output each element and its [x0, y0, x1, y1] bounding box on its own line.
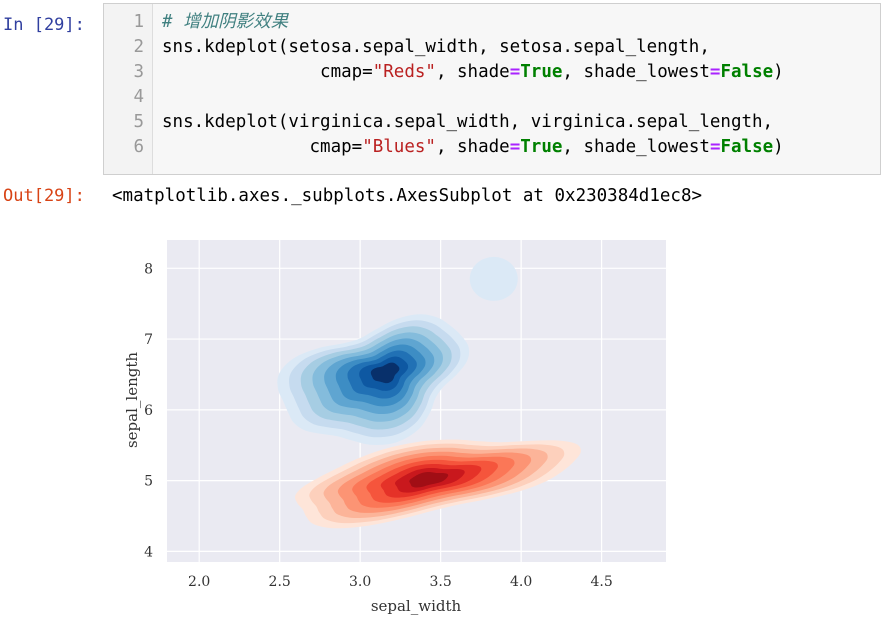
kde-contour-level: [409, 471, 449, 488]
code-text: # 增加阴影效果: [162, 12, 289, 32]
x-tick-label: 2.5: [269, 574, 291, 590]
line-number: 3: [133, 62, 144, 82]
line-number: 2: [133, 37, 144, 57]
code-text: sns.kdeplot(virginica.sepal_width, virgi…: [162, 112, 774, 132]
x-tick-label: 2.0: [188, 574, 210, 590]
kde-contour-level: [370, 362, 400, 384]
x-axis-label: sepal_width: [371, 597, 462, 615]
output-text: <matplotlib.axes._subplots.AxesSubplot a…: [112, 186, 703, 206]
grid-lines: [167, 240, 666, 562]
output-prompt: Out[29]:: [3, 186, 85, 206]
x-tick-label: 3.5: [430, 574, 452, 590]
y-tick-label: 7: [144, 332, 153, 348]
kde-contour-level: [469, 256, 518, 301]
input-prompt: In [29]:: [3, 15, 85, 35]
y-axis-label: sepal_length: [123, 352, 141, 448]
kde-plot: 2.0 2.5 3.0 3.5 4.0 4.5 4 5 6 7 8 sepal_width sepa…: [123, 240, 666, 615]
line-number-gutter: [104, 4, 153, 174]
line-number: 1: [133, 12, 144, 32]
x-tick-label: 3.0: [349, 574, 371, 590]
kde-series-reds: [295, 439, 581, 529]
tick-labels: 2.0 2.5 3.0 3.5 4.0 4.5 4 5 6 7 8: [144, 261, 613, 590]
line-number: 5: [133, 112, 144, 132]
code-text: cmap="Blues", shade=True, shade_lowest=F…: [162, 137, 784, 157]
code-cell[interactable]: 1 # 增加阴影效果 2 sns.kdeplot(setosa.sepal_width…: [103, 3, 881, 175]
line-number: 6: [133, 137, 144, 157]
kde-series-blues: [277, 256, 518, 445]
x-tick-label: 4.0: [510, 574, 532, 590]
y-tick-label: 8: [144, 261, 153, 277]
code-text: sns.kdeplot(setosa.sepal_width, setosa.s…: [162, 37, 710, 57]
y-tick-label: 4: [144, 544, 153, 560]
y-tick-label: 5: [144, 474, 153, 490]
y-tick-label: 6: [144, 403, 153, 419]
line-number: 4: [133, 87, 144, 107]
x-tick-label: 4.5: [590, 574, 612, 590]
code-text: cmap="Reds", shade=True, shade_lowest=Fa…: [162, 62, 784, 82]
